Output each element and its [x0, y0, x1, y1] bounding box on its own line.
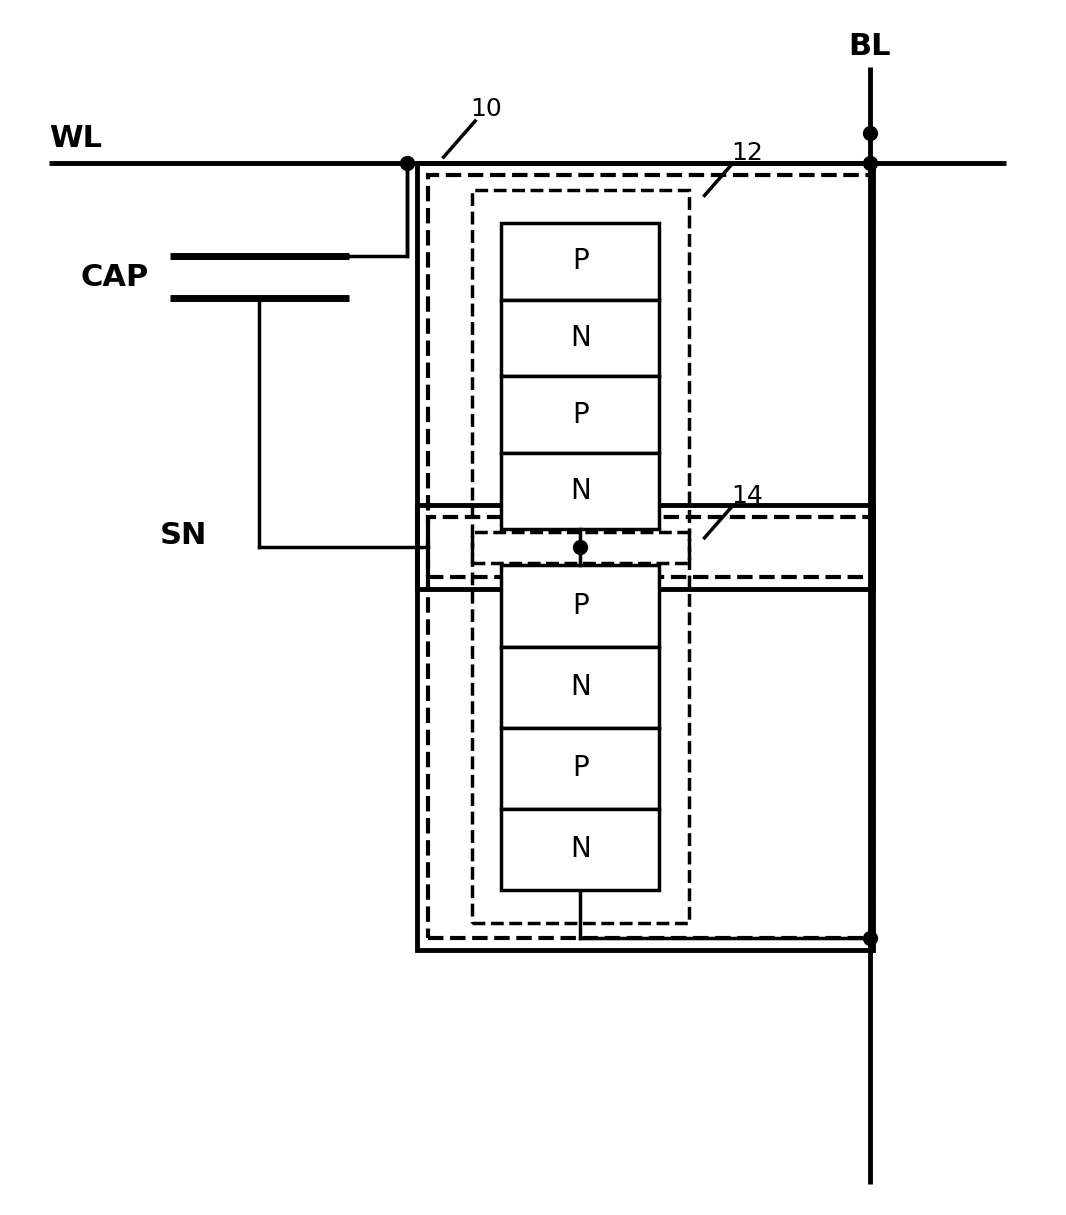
- Bar: [501, 377, 659, 453]
- Text: P: P: [572, 592, 588, 620]
- Bar: [501, 809, 659, 889]
- Text: N: N: [570, 835, 591, 863]
- Text: N: N: [570, 477, 591, 505]
- Text: WL: WL: [49, 124, 102, 153]
- Bar: [501, 453, 659, 530]
- Text: N: N: [570, 324, 591, 352]
- Bar: [417, 505, 873, 950]
- Text: 14: 14: [731, 484, 762, 508]
- Text: P: P: [572, 248, 588, 276]
- Bar: [417, 163, 873, 589]
- Text: P: P: [572, 401, 588, 429]
- Text: SN: SN: [160, 521, 207, 550]
- Bar: [501, 565, 659, 646]
- Bar: [501, 224, 659, 300]
- Text: CAP: CAP: [81, 262, 149, 292]
- Text: N: N: [570, 673, 591, 701]
- Bar: [427, 518, 873, 938]
- Bar: [501, 300, 659, 377]
- Text: P: P: [572, 755, 588, 782]
- Bar: [501, 646, 659, 728]
- Bar: [472, 532, 689, 923]
- Bar: [501, 728, 659, 809]
- Bar: [472, 190, 689, 563]
- Text: 12: 12: [731, 141, 762, 165]
- Bar: [427, 175, 873, 577]
- Text: BL: BL: [849, 32, 891, 61]
- Text: 10: 10: [470, 97, 502, 122]
